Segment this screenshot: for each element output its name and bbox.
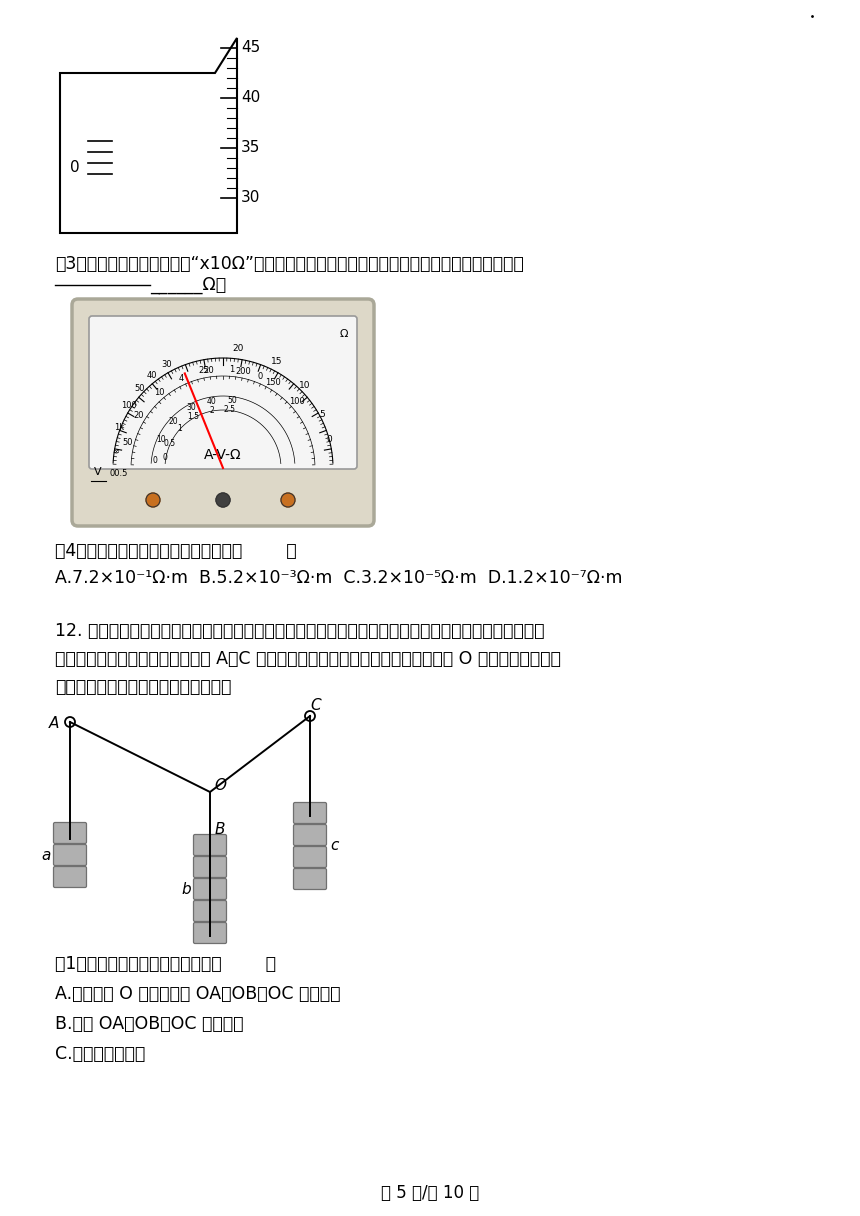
Text: A.记录结点 O 的位置以及 OA、OB、OC 绳的方向: A.记录结点 O 的位置以及 OA、OB、OC 绳的方向 <box>55 985 341 1003</box>
Text: 4: 4 <box>179 373 184 383</box>
Text: 1k: 1k <box>114 423 125 433</box>
FancyBboxPatch shape <box>293 868 327 889</box>
Text: 40: 40 <box>241 90 261 106</box>
Text: A-V-Ω: A-V-Ω <box>204 447 242 462</box>
Text: ______Ω。: ______Ω。 <box>150 276 226 294</box>
Text: c: c <box>330 839 338 854</box>
Text: 1: 1 <box>229 365 234 373</box>
Text: 30: 30 <box>241 191 261 206</box>
Text: 2: 2 <box>203 366 208 375</box>
Circle shape <box>216 492 230 507</box>
Text: 30: 30 <box>187 404 196 412</box>
Text: 10: 10 <box>154 388 164 396</box>
Text: C.测出钉码的质量: C.测出钉码的质量 <box>55 1045 145 1063</box>
Text: 40: 40 <box>206 396 216 405</box>
Text: 20: 20 <box>232 344 243 353</box>
FancyBboxPatch shape <box>53 822 87 844</box>
Text: B: B <box>215 822 225 838</box>
Text: A: A <box>49 716 59 732</box>
Text: C: C <box>310 698 322 714</box>
Text: 0: 0 <box>70 161 80 175</box>
Text: 0.5: 0.5 <box>163 439 175 447</box>
Text: 45: 45 <box>241 40 261 56</box>
Text: Ω: Ω <box>340 330 348 339</box>
Circle shape <box>281 492 295 507</box>
Text: 20: 20 <box>134 411 144 420</box>
Text: 50: 50 <box>135 384 145 393</box>
Text: （3）他们用多用电表欧姆挡“x10Ω”挡正确测量了此柱体的电阴，指针指示如图所示，其读数为: （3）他们用多用电表欧姆挡“x10Ω”挡正确测量了此柱体的电阴，指针指示如图所示… <box>55 255 524 274</box>
Text: 20: 20 <box>169 417 178 426</box>
Text: 0: 0 <box>153 456 158 466</box>
FancyBboxPatch shape <box>194 901 226 922</box>
Text: 100: 100 <box>120 401 137 410</box>
Text: ∞: ∞ <box>113 447 120 456</box>
FancyBboxPatch shape <box>89 316 357 469</box>
Text: 0: 0 <box>326 435 332 444</box>
Text: A.7.2×10⁻¹Ω·m  B.5.2×10⁻³Ω·m  C.3.2×10⁻⁵Ω·m  D.1.2×10⁻⁷Ω·m: A.7.2×10⁻¹Ω·m B.5.2×10⁻³Ω·m C.3.2×10⁻⁵Ω·… <box>55 569 623 587</box>
Text: 2: 2 <box>209 406 214 415</box>
Text: （4）经过计算，该材料的电阴率约为（        ）: （4）经过计算，该材料的电阴率约为（ ） <box>55 542 297 561</box>
Text: 10: 10 <box>299 382 310 390</box>
Text: 50: 50 <box>228 396 237 405</box>
Text: 0: 0 <box>257 372 262 381</box>
Text: 200: 200 <box>236 367 251 376</box>
Text: 1: 1 <box>177 424 181 433</box>
FancyBboxPatch shape <box>293 824 327 845</box>
Text: （1）实验中，以下操作必要的是（        ）: （1）实验中，以下操作必要的是（ ） <box>55 955 276 973</box>
FancyBboxPatch shape <box>293 846 327 867</box>
Text: B.测量 OA、OB、OC 绳的长度: B.测量 OA、OB、OC 绳的长度 <box>55 1015 243 1034</box>
Text: 00.5: 00.5 <box>110 469 128 479</box>
Circle shape <box>146 492 160 507</box>
FancyBboxPatch shape <box>194 878 226 900</box>
Text: 10: 10 <box>157 435 166 444</box>
FancyBboxPatch shape <box>194 856 226 878</box>
Text: a: a <box>41 848 51 862</box>
Text: 100: 100 <box>289 398 304 406</box>
Text: 当数量的等重钉码，使系统达到平衡。: 当数量的等重钉码，使系统达到平衡。 <box>55 679 231 696</box>
FancyBboxPatch shape <box>293 803 327 823</box>
FancyBboxPatch shape <box>53 867 87 888</box>
Text: 35: 35 <box>241 141 261 156</box>
FancyBboxPatch shape <box>53 844 87 866</box>
Text: 5: 5 <box>319 410 325 420</box>
Text: 250: 250 <box>198 366 213 375</box>
Text: 15: 15 <box>271 358 282 366</box>
Text: b: b <box>181 882 191 896</box>
Text: 2.5: 2.5 <box>223 405 235 413</box>
Text: 用图钉固定。然后在木板上等高的 A、C 两处固定两个光滑的小滑轮。将三根轻绳在 O 点打结，并挂上适: 用图钉固定。然后在木板上等高的 A、C 两处固定两个光滑的小滑轮。将三根轻绳在 … <box>55 651 561 668</box>
Text: 40: 40 <box>146 371 157 381</box>
Text: 第 5 页/共 10 页: 第 5 页/共 10 页 <box>381 1184 479 1201</box>
Text: 30: 30 <box>161 360 172 370</box>
Text: 0: 0 <box>163 454 168 462</box>
FancyBboxPatch shape <box>194 923 226 944</box>
Text: 1.5: 1.5 <box>187 412 200 422</box>
Text: O: O <box>214 778 226 794</box>
FancyBboxPatch shape <box>72 299 374 527</box>
Text: 150: 150 <box>265 378 280 387</box>
Text: 12. 同学们利用如图所示的装置来验证力的平行四边形定则。他们首先在竖直放置的木板上途上白纸，并: 12. 同学们利用如图所示的装置来验证力的平行四边形定则。他们首先在竖直放置的木… <box>55 623 544 640</box>
Text: 50: 50 <box>122 438 132 446</box>
FancyBboxPatch shape <box>194 834 226 856</box>
Text: V: V <box>95 467 101 477</box>
